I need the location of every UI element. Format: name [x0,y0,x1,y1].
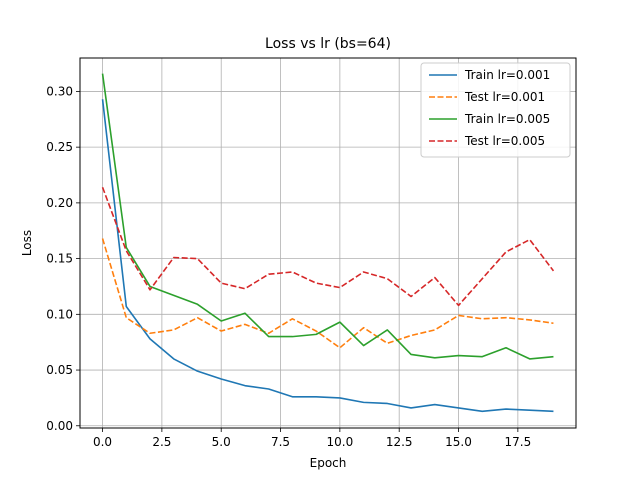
y-tick-label: 0.00 [46,419,73,433]
x-tick-label: 12.5 [386,435,413,449]
y-axis-ticks: 0.00 0.05 0.10 0.15 0.20 0.25 0.30 [46,84,80,433]
y-tick-label: 0.20 [46,196,73,210]
series-line-4 [101,187,555,307]
legend-box [420,62,571,158]
x-tick-label: 15.0 [445,435,472,449]
chart-title: Loss vs lr (bs=64) [265,36,391,52]
y-tick-label: 0.10 [46,307,73,321]
legend-label: Test lr=0.001 [464,90,545,104]
y-tick-label: 0.25 [46,140,73,154]
x-axis-ticks: 0.0 2.5 5.0 7.5 10.0 12.5 15.0 17.5 [93,428,531,449]
x-tick-label: 10.0 [327,435,354,449]
series-line-2 [101,238,554,349]
legend: Train lr=0.001 Test lr=0.001 Train lr=0.00… [420,62,571,158]
series-layer [101,73,555,413]
plot-frame [79,57,577,429]
x-tick-label: 17.5 [504,435,531,449]
legend-label: Test lr=0.005 [464,134,545,148]
x-tick-label: 0.0 [93,435,112,449]
x-tick-label: 7.5 [271,435,290,449]
y-tick-label: 0.30 [46,84,73,98]
x-axis-label: Epoch [310,456,347,470]
y-tick-label: 0.05 [46,363,73,377]
y-tick-label: 0.15 [46,252,73,266]
series-line-1 [101,99,554,413]
y-axis-label: Loss [20,230,34,256]
x-tick-label: 5.0 [212,435,231,449]
x-tick-label: 2.5 [152,435,171,449]
legend-label: Train lr=0.005 [464,112,550,126]
legend-label: Train lr=0.001 [464,68,550,82]
series-line-3 [101,73,554,360]
